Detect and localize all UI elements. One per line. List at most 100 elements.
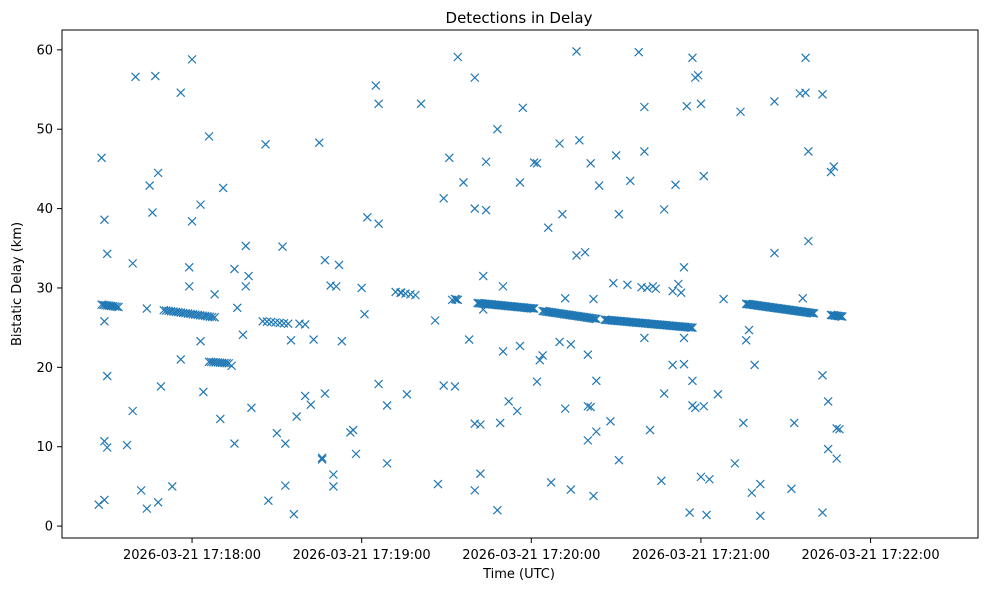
data-point — [167, 481, 177, 491]
data-point — [300, 391, 310, 401]
data-point — [532, 158, 542, 168]
x-tick-label: 2026-03-21 17:21:00 — [632, 548, 770, 563]
data-point — [634, 47, 644, 57]
track-point — [222, 358, 232, 368]
x-tick-label: 2026-03-21 17:22:00 — [802, 548, 940, 563]
track-point — [207, 312, 217, 322]
track-point — [835, 311, 844, 321]
data-point — [328, 481, 338, 491]
data-point — [591, 427, 601, 437]
data-point — [583, 401, 593, 411]
data-point — [450, 381, 460, 391]
data-point — [241, 241, 251, 251]
data-point — [263, 496, 273, 506]
data-point — [543, 223, 553, 233]
data-point — [97, 153, 107, 163]
data-point — [606, 416, 615, 426]
y-tick-label: 40 — [36, 202, 53, 217]
data-point — [244, 271, 254, 281]
track-point — [275, 318, 285, 328]
y-tick-label: 10 — [36, 440, 53, 455]
data-point — [99, 316, 109, 326]
data-point — [803, 147, 813, 156]
x-tick-label: 2026-03-21 17:20:00 — [462, 548, 600, 563]
data-point — [337, 336, 347, 346]
data-point — [535, 355, 545, 365]
data-point — [560, 293, 570, 303]
track-point — [114, 302, 123, 312]
data-point — [278, 242, 287, 252]
data-point — [699, 401, 709, 411]
data-point — [99, 495, 109, 505]
data-point — [246, 403, 256, 413]
data-point — [747, 488, 757, 498]
data-point — [504, 397, 514, 406]
track-point — [588, 314, 598, 323]
data-point — [464, 335, 474, 344]
data-point — [145, 181, 155, 190]
data-point — [786, 484, 796, 494]
track-point — [451, 295, 461, 304]
data-point — [538, 351, 548, 360]
data-point — [416, 99, 426, 109]
track-point — [591, 314, 601, 324]
data-point — [614, 209, 624, 219]
data-point — [94, 500, 104, 510]
data-point — [478, 304, 488, 314]
track-point — [685, 322, 694, 332]
data-point — [495, 418, 505, 428]
data-point — [770, 97, 779, 106]
data-point — [196, 336, 205, 346]
data-point — [218, 183, 228, 193]
data-point — [594, 181, 604, 190]
data-point — [453, 52, 463, 62]
track-point — [110, 302, 120, 311]
data-point — [801, 88, 810, 98]
data-point — [574, 135, 584, 145]
data-point — [142, 504, 152, 514]
data-point — [470, 485, 480, 495]
data-point — [187, 54, 197, 64]
y-tick-label: 50 — [36, 123, 53, 138]
data-point — [261, 139, 270, 149]
data-point — [99, 215, 109, 225]
data-point — [439, 193, 449, 203]
data-point — [362, 212, 372, 222]
y-axis-ticks: 0 10 20 30 40 50 60 — [36, 43, 62, 535]
data-point — [351, 449, 361, 459]
data-point — [402, 389, 412, 399]
x-axis-label: Time (UTC) — [482, 567, 555, 582]
data-point — [659, 204, 669, 214]
data-point — [374, 99, 384, 109]
data-point — [744, 325, 754, 335]
data-point — [580, 247, 590, 257]
data-point — [102, 249, 112, 259]
data-point — [184, 262, 194, 272]
data-point — [314, 138, 324, 148]
data-point — [382, 458, 392, 468]
data-point — [738, 418, 748, 428]
data-point — [589, 294, 598, 304]
data-point — [673, 279, 683, 289]
data-point — [690, 403, 700, 413]
data-point — [481, 205, 491, 215]
data-point — [741, 335, 751, 345]
data-point — [651, 284, 661, 294]
data-point — [348, 425, 358, 435]
data-point — [572, 47, 581, 56]
data-point — [136, 485, 146, 495]
data-point — [515, 341, 525, 351]
data-point — [331, 281, 341, 291]
data-point — [241, 281, 251, 291]
data-point — [818, 89, 827, 99]
data-point — [770, 248, 779, 258]
data-point — [679, 359, 689, 369]
data-point — [713, 389, 723, 399]
data-point — [371, 81, 381, 90]
data-point — [555, 139, 565, 148]
data-point — [492, 505, 502, 515]
data-point — [317, 453, 327, 463]
data-point — [232, 303, 242, 313]
data-point — [583, 350, 593, 360]
